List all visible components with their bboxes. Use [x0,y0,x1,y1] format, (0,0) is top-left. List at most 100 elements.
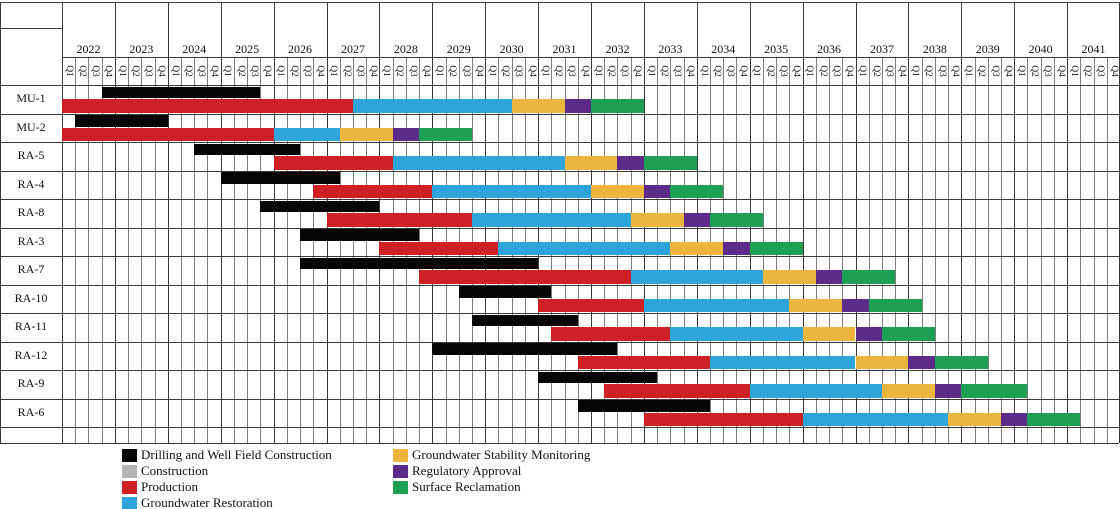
bar-approval [815,270,843,284]
quarter-label-text: Q4 [1108,65,1119,77]
year-label: 2035 [764,42,789,56]
quarter-label: Q4 [842,57,855,85]
row-label-RA-11: RA-11 [14,319,48,334]
quarter-label-text: Q1 [1068,65,1079,77]
grid-quarter-line [815,57,817,443]
year-label: 2031 [552,42,577,56]
quarter-label-text: Q1 [804,65,815,77]
bar-reclamation [670,184,724,198]
quarter-label-text: Q1 [116,65,127,77]
bar-drilling [101,86,261,98]
quarter-label-text: Q3 [248,65,259,77]
quarter-label-text: Q2 [605,65,616,77]
row-border [0,427,1119,428]
grid-year-line [1014,2,1016,443]
year-label: 2029 [446,42,471,56]
bar-monitoring [789,298,843,312]
label-column-divider [0,28,62,29]
quarter-label-text: Q1 [1015,65,1026,77]
quarter-label-text: Q2 [235,65,246,77]
quarter-label: Q4 [419,57,432,85]
legend-swatch-reclamation [393,481,408,494]
quarter-label: Q3 [988,57,1001,85]
bar-monitoring [762,270,816,284]
grid-year-line [114,2,116,443]
bar-restoration [432,184,591,198]
bar-reclamation [591,99,644,113]
quarter-label: Q3 [882,57,895,85]
quarter-label: Q4 [1054,57,1067,85]
quarter-label-text: Q2 [658,65,669,77]
quarter-label: Q1 [62,57,75,85]
quarter-label-text: Q4 [896,65,907,77]
bar-production [643,412,803,426]
legend-swatch-restoration [122,497,137,509]
grid-quarter-line [366,57,368,443]
legend-label-approval: Regulatory Approval [412,463,522,478]
quarter-label: Q3 [935,57,948,85]
bar-drilling [577,400,711,412]
bar-monitoring [881,384,935,398]
row-border [0,284,1119,286]
grid-left-border [0,2,1,443]
grid-year-line [167,2,169,443]
quarter-label: Q2 [551,57,564,85]
bar-drilling [538,371,658,383]
quarter-label: Q4 [366,57,379,85]
quarter-label-text: Q3 [883,65,894,77]
bar-production [326,213,472,227]
quarter-label-text: Q1 [962,65,973,77]
quarter-label: Q3 [565,57,578,85]
quarter-label-text: Q1 [63,65,74,77]
year-label: 2026 [288,42,313,56]
bar-monitoring [802,327,856,341]
bar-reclamation [1027,412,1081,426]
quarter-label: Q3 [512,57,525,85]
quarter-label: Q2 [604,57,617,85]
year-label: 2034 [711,42,736,56]
row-border [0,256,1119,257]
bar-reclamation [643,156,697,170]
quarter-label: Q4 [260,57,273,85]
year-label: 2030 [499,42,524,56]
bar-approval [934,384,962,398]
row-label-RA-12: RA-12 [14,347,48,362]
quarter-label: Q2 [922,57,935,85]
grid-quarter-line [1080,57,1082,443]
grid-quarter-line [247,57,249,443]
quarter-label: Q4 [207,57,220,85]
bar-drilling [194,143,301,155]
quarter-label-text: Q4 [1002,65,1013,77]
quarter-label-text: Q1 [539,65,550,77]
quarter-label-text: Q4 [579,65,590,77]
legend-label-restoration: Groundwater Restoration [141,495,273,509]
bar-restoration [392,156,565,170]
quarter-label: Q2 [763,57,776,85]
quarter-label-text: Q2 [182,65,193,77]
quarter-label: Q1 [379,57,392,85]
grid-quarter-line [1000,57,1002,443]
quarter-label: Q4 [525,57,538,85]
quarter-label-text: Q4 [685,65,696,77]
quarter-label-text: Q2 [394,65,405,77]
quarter-label-text: Q3 [619,65,630,77]
grid-quarter-line [75,57,77,443]
quarter-label: Q2 [1080,57,1093,85]
grid-top-border [0,2,1119,3]
bar-monitoring [564,156,618,170]
bar-approval [855,327,882,341]
quarter-label-text: Q2 [1081,65,1092,77]
grid-quarter-line [934,57,936,443]
row-label-RA-7: RA-7 [17,262,45,277]
bar-approval [1000,412,1028,426]
bar-drilling [75,115,168,127]
quarter-label-text: Q2 [500,65,511,77]
grid-quarter-line [154,57,156,443]
quarter-label: Q3 [670,57,683,85]
bar-drilling [260,200,380,212]
quarter-label: Q4 [684,57,697,85]
bar-reclamation [868,298,922,312]
bar-approval [564,99,591,113]
quarter-label: Q1 [327,57,340,85]
